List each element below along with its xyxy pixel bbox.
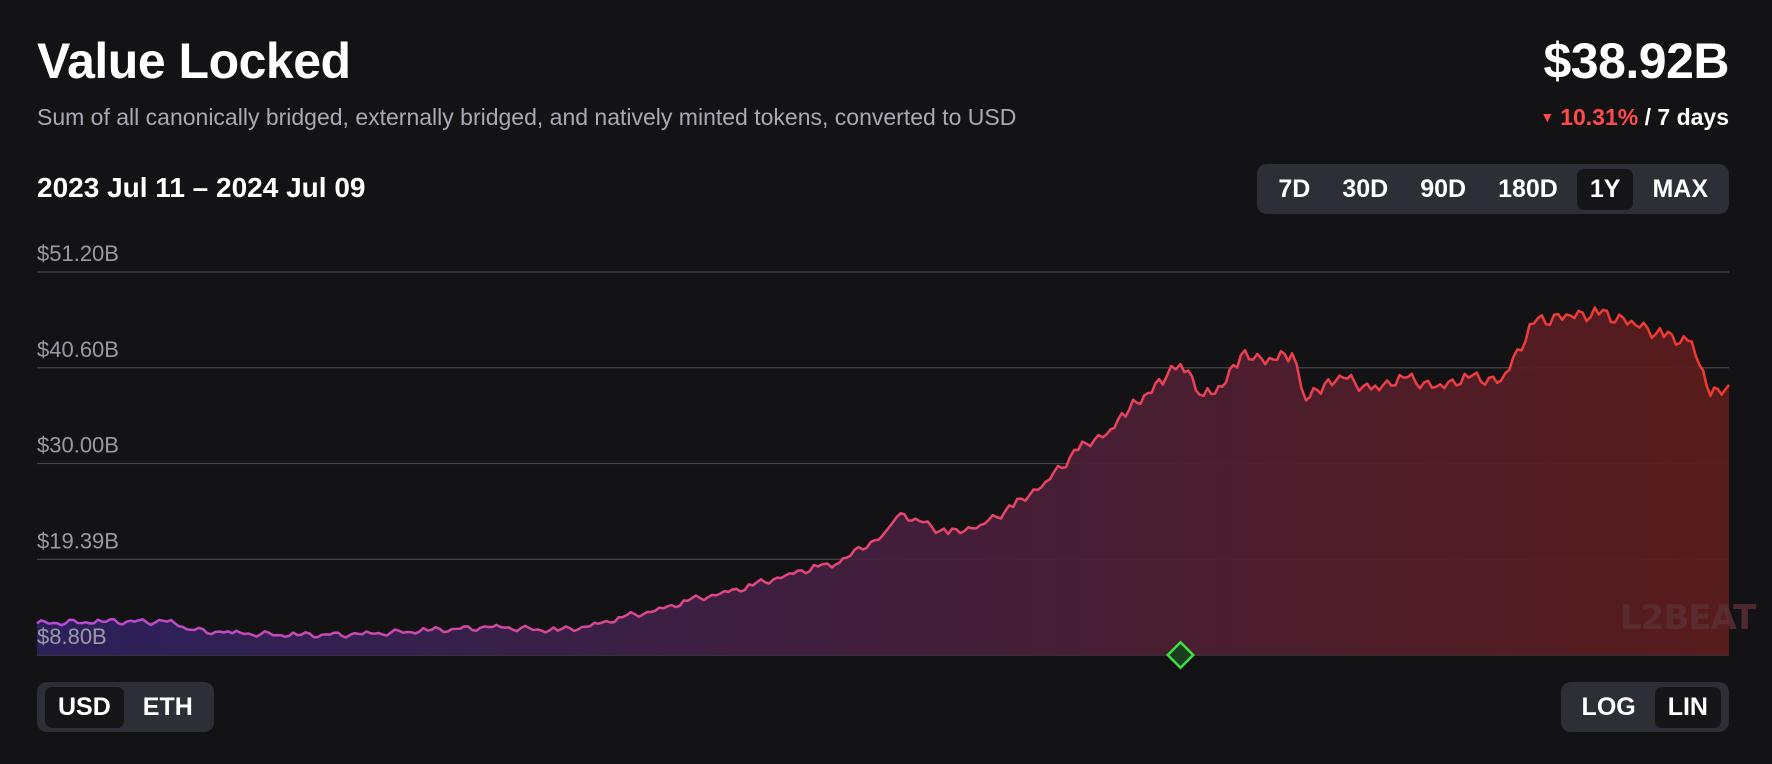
scale-selector: LOG LIN xyxy=(1560,682,1729,732)
data-point xyxy=(1499,378,1503,382)
y-tick-label: $40.60B xyxy=(37,337,119,362)
triangle-down-icon: ▼ xyxy=(1540,109,1555,125)
data-point xyxy=(1178,362,1182,366)
data-point xyxy=(1629,319,1633,323)
data-point xyxy=(1290,351,1294,355)
data-point xyxy=(830,565,834,569)
data-point xyxy=(165,620,169,624)
currency-button-eth[interactable]: ETH xyxy=(142,692,193,721)
data-point xyxy=(1146,391,1150,395)
data-point xyxy=(1434,385,1438,389)
data-point xyxy=(100,620,104,624)
data-point xyxy=(1271,358,1275,362)
data-point xyxy=(881,533,885,537)
change-indicator: ▼ 10.31% / 7 days xyxy=(1540,104,1729,131)
y-tick-label: $19.39B xyxy=(37,528,119,553)
data-point xyxy=(188,628,192,632)
data-point xyxy=(1202,394,1206,398)
data-point xyxy=(621,615,625,619)
data-point xyxy=(946,532,950,536)
data-point xyxy=(914,517,918,521)
page-subtitle: Sum of all canonically bridged, external… xyxy=(37,104,1017,130)
time-range-selector: 7D 30D 90D 180D 1Y MAX xyxy=(1257,164,1729,214)
range-button-1y[interactable]: 1Y xyxy=(1576,168,1634,210)
data-point xyxy=(1467,376,1471,380)
value-line xyxy=(36,306,1730,639)
total-value: $38.92B xyxy=(1543,33,1729,89)
value-area-fill xyxy=(37,307,1729,655)
data-point xyxy=(816,564,820,568)
data-point xyxy=(1532,321,1536,325)
range-button-max[interactable]: MAX xyxy=(1652,174,1708,203)
data-point xyxy=(1323,382,1327,386)
data-point xyxy=(1220,385,1224,389)
change-period: / 7 days xyxy=(1644,104,1729,130)
data-point xyxy=(360,632,364,636)
date-range: 2023 Jul 11 – 2024 Jul 09 xyxy=(37,172,366,203)
data-point xyxy=(425,629,429,633)
data-point xyxy=(653,609,657,613)
range-button-7d[interactable]: 7D xyxy=(1278,174,1311,203)
data-point xyxy=(1341,376,1345,380)
y-tick-label: $30.00B xyxy=(37,433,119,458)
data-point xyxy=(1690,340,1694,344)
data-point xyxy=(1044,480,1048,484)
value-locked-chart: $51.20B $40.60B $30.00B $19.39B $8.80B xyxy=(35,241,1731,670)
data-point xyxy=(1109,427,1113,431)
data-point xyxy=(491,625,495,629)
scale-button-log[interactable]: LOG xyxy=(1581,692,1636,721)
data-point xyxy=(783,574,787,578)
data-point xyxy=(1402,376,1406,380)
data-point xyxy=(1011,505,1015,509)
data-point xyxy=(979,523,983,527)
data-point xyxy=(1076,448,1080,452)
data-point xyxy=(848,554,852,558)
change-percent: 10.31% xyxy=(1560,104,1639,130)
data-point xyxy=(1727,383,1731,387)
data-point xyxy=(230,631,234,635)
y-tick-label: $8.80B xyxy=(37,624,107,649)
event-marker-diamond[interactable] xyxy=(1165,640,1195,670)
chart-area: $51.20B $40.60B $30.00B $19.39B $8.80B xyxy=(0,225,1772,685)
currency-selector: USD ETH xyxy=(37,682,214,732)
l2beat-watermark: L2BEAT xyxy=(1620,598,1756,638)
data-point xyxy=(1239,353,1243,357)
currency-button-usd[interactable]: USD xyxy=(45,686,124,728)
data-point xyxy=(1304,398,1308,402)
data-point xyxy=(1597,312,1601,316)
range-button-90d[interactable]: 90D xyxy=(1420,174,1467,203)
data-point xyxy=(588,624,592,628)
data-point xyxy=(1127,407,1131,411)
data-point xyxy=(556,629,560,633)
data-point xyxy=(895,515,899,519)
data-point xyxy=(1165,375,1169,379)
data-point xyxy=(686,599,690,603)
range-button-30d[interactable]: 30D xyxy=(1342,174,1389,203)
data-point xyxy=(1564,312,1568,316)
data-point xyxy=(1369,387,1373,391)
scale-button-lin[interactable]: LIN xyxy=(1654,686,1721,728)
data-point xyxy=(35,621,39,625)
page-title: Value Locked xyxy=(37,33,351,89)
data-point xyxy=(751,583,755,587)
data-point xyxy=(1662,335,1666,339)
data-point xyxy=(295,633,299,637)
y-tick-label: $51.20B xyxy=(37,241,119,266)
data-point xyxy=(718,592,722,596)
data-point xyxy=(1708,394,1712,398)
range-button-180d[interactable]: 180D xyxy=(1498,174,1558,203)
